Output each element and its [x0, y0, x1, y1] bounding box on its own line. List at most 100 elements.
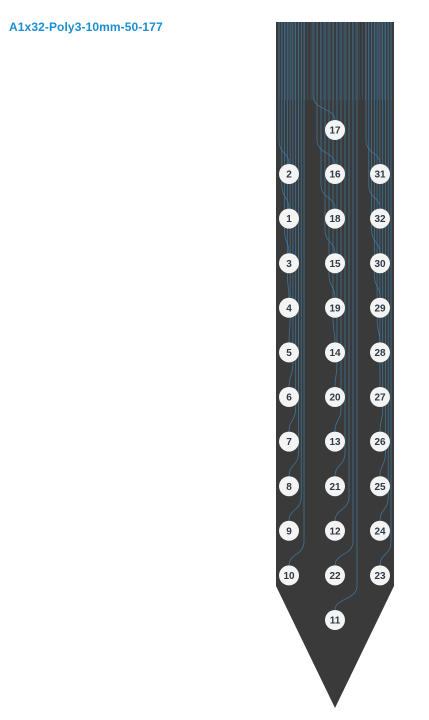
trace-line	[332, 22, 336, 343]
site-label: 30	[374, 259, 386, 270]
site-label: 28	[374, 348, 386, 359]
site-pad	[325, 431, 345, 452]
probe-shank	[276, 22, 394, 708]
site-label: 32	[374, 214, 386, 225]
recording-site-12: 12	[325, 520, 345, 541]
trace-line	[288, 22, 297, 432]
recording-site-13: 13	[325, 431, 345, 452]
site-label: 15	[329, 259, 341, 270]
site-label: 8	[286, 482, 292, 493]
site-label: 23	[374, 571, 386, 582]
site-label: 2	[286, 170, 292, 181]
site-pad	[279, 342, 299, 363]
trace-line	[328, 22, 336, 298]
recording-site-28: 28	[370, 342, 390, 363]
site-label: 19	[329, 303, 341, 314]
recording-site-7: 7	[279, 431, 299, 452]
site-label: 7	[286, 437, 292, 448]
site-pad	[370, 342, 390, 363]
recording-site-8: 8	[279, 476, 299, 497]
trace-line	[312, 22, 336, 121]
trace-line	[334, 22, 350, 521]
site-pad	[279, 431, 299, 452]
site-pad	[370, 520, 390, 541]
trace-line	[288, 22, 305, 566]
trace-line	[379, 22, 386, 477]
site-label: 29	[374, 303, 386, 314]
site-pad	[370, 208, 390, 229]
site-pad	[325, 387, 345, 407]
trace-line	[334, 22, 342, 432]
recording-site-3: 3	[279, 253, 299, 274]
trace-line	[288, 22, 302, 521]
site-label: 12	[329, 526, 341, 537]
recording-site-6: 6	[279, 387, 299, 407]
site-label: 25	[374, 482, 386, 493]
trace-line	[288, 22, 291, 343]
trace-line	[334, 22, 346, 477]
site-label: 21	[329, 482, 341, 493]
recording-site-11: 11	[325, 610, 345, 630]
site-label: 16	[329, 170, 341, 181]
recording-site-14: 14	[325, 342, 345, 363]
site-label: 14	[329, 348, 341, 359]
site-pad	[325, 610, 345, 630]
site-pad	[325, 120, 345, 140]
recording-site-15: 15	[325, 253, 345, 274]
trace-line	[379, 22, 384, 432]
recording-site-31: 31	[370, 164, 390, 184]
site-pad	[325, 342, 345, 363]
site-label: 3	[286, 259, 292, 270]
site-pad	[325, 520, 345, 541]
site-pad	[279, 387, 299, 407]
probe-title: A1x32-Poly3-10mm-50-177	[9, 20, 163, 34]
site-pad	[370, 253, 390, 274]
trace-line	[316, 22, 336, 165]
site-pad	[325, 565, 345, 586]
site-label: 6	[286, 393, 292, 404]
trace-line	[379, 22, 389, 521]
site-pad	[279, 520, 299, 541]
site-label: 11	[330, 616, 341, 627]
site-pad	[370, 387, 390, 407]
trace-lines	[278, 22, 392, 611]
recording-site-27: 27	[370, 387, 390, 407]
site-label: 17	[329, 126, 341, 137]
trace-line	[288, 22, 294, 388]
recording-site-2: 2	[279, 164, 299, 184]
site-label: 13	[329, 437, 341, 448]
recording-site-17: 17	[325, 120, 345, 140]
site-label: 10	[283, 571, 295, 582]
recording-site-10: 10	[279, 565, 299, 586]
site-pad	[370, 476, 390, 497]
recording-site-25: 25	[370, 476, 390, 497]
recording-sites: 1721345678910161815191420132112223132302…	[279, 120, 390, 630]
site-pad	[325, 476, 345, 497]
site-label: 22	[329, 571, 341, 582]
site-label: 27	[374, 393, 386, 404]
recording-site-21: 21	[325, 476, 345, 497]
trace-line	[288, 22, 299, 477]
site-pad	[370, 164, 390, 184]
site-pad	[279, 208, 299, 229]
trace-line	[334, 22, 354, 566]
trace-line	[334, 22, 338, 388]
site-label: 31	[374, 170, 386, 181]
site-label: 18	[329, 214, 341, 225]
trace-line	[278, 22, 290, 165]
site-pad	[370, 565, 390, 586]
site-pad	[370, 431, 390, 452]
recording-site-4: 4	[279, 297, 299, 318]
site-pad	[279, 164, 299, 184]
recording-site-22: 22	[325, 565, 345, 586]
recording-site-18: 18	[325, 208, 345, 229]
recording-site-29: 29	[370, 297, 390, 318]
site-label: 9	[286, 526, 292, 537]
trace-line	[284, 22, 290, 254]
recording-site-19: 19	[325, 297, 345, 318]
recording-site-23: 23	[370, 565, 390, 586]
site-label: 5	[286, 348, 292, 359]
site-pad	[279, 253, 299, 274]
site-label: 4	[286, 303, 292, 314]
